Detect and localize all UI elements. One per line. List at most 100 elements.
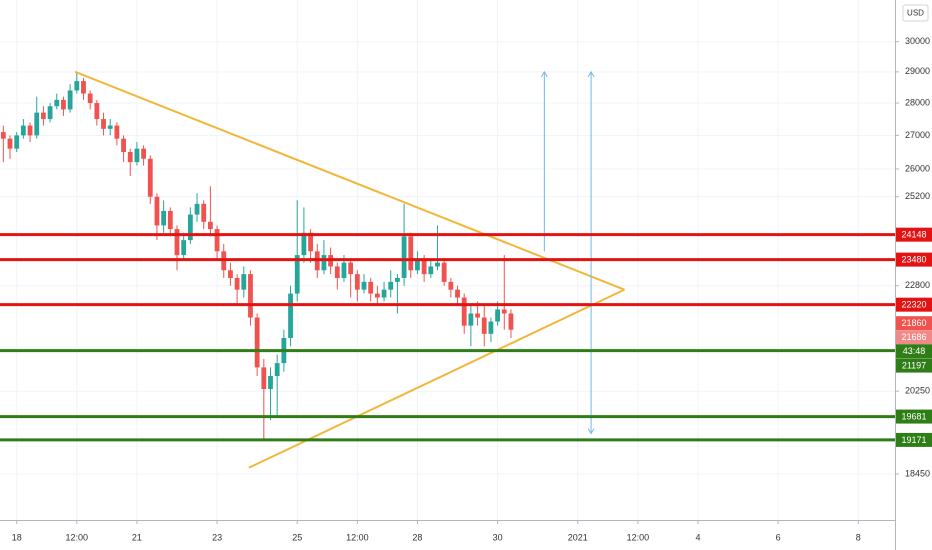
y-tick-label: 29000: [905, 66, 930, 76]
candle-body: [67, 90, 73, 110]
candle-body: [415, 258, 420, 271]
candle-body: [341, 262, 347, 278]
candle-body: [481, 317, 487, 334]
level-label-box: [896, 227, 932, 242]
candle-body: [87, 93, 93, 104]
level-label-box: [896, 409, 932, 424]
candle-body: [167, 210, 173, 230]
level-label: 24148: [901, 230, 926, 240]
candle-body: [214, 229, 220, 252]
trendline: [74, 70, 625, 291]
y-tick-label: 28000: [905, 97, 930, 107]
candle-body: [475, 313, 480, 318]
x-tick-label: 12:00: [627, 532, 650, 542]
candle-body: [401, 236, 407, 278]
candle-body: [468, 313, 474, 326]
level-label: 19681: [901, 411, 926, 421]
currency: USD: [907, 9, 924, 18]
candle-body: [228, 270, 233, 278]
level-label: 23480: [901, 254, 926, 264]
candle-body: [194, 203, 200, 215]
candle-body: [47, 106, 53, 120]
level-label-box: [896, 432, 932, 447]
level-label-box: [896, 297, 932, 312]
candle-body: [294, 255, 300, 294]
candle-body: [141, 148, 147, 159]
candle-body: [455, 289, 460, 298]
currency-box: [902, 4, 929, 22]
candle-body: [508, 313, 514, 330]
x-tick-label: 28: [412, 532, 422, 542]
candle-body: [501, 309, 507, 314]
arrow-head: [587, 70, 595, 78]
candle-body: [241, 274, 247, 290]
candle-body: [20, 125, 26, 136]
x-tick-label: 12:00: [346, 532, 369, 542]
y-tick-label: 18450: [905, 468, 930, 478]
candle-body: [254, 317, 260, 368]
candle-body: [121, 138, 126, 153]
candle-body: [388, 281, 394, 290]
price-label: 21686: [901, 332, 926, 342]
price-label-box: [896, 330, 932, 345]
candle-body: [374, 293, 380, 298]
level-label: 19171: [901, 435, 926, 445]
candle-body: [181, 240, 187, 256]
x-tick-label: 4: [695, 532, 700, 542]
candle-body: [7, 138, 13, 149]
candle-body: [428, 266, 434, 275]
candle-body: [361, 281, 367, 290]
candle-body: [94, 103, 100, 120]
candle-body: [127, 152, 133, 163]
candle-body: [27, 125, 33, 136]
x-tick-label: 18: [12, 532, 22, 542]
countdown-box: [896, 344, 932, 359]
candle-body: [268, 375, 273, 390]
y-tick-label: 30000: [905, 36, 930, 46]
arrow-head: [540, 70, 548, 78]
candle-body: [288, 293, 293, 338]
x-tick-label: 12:00: [66, 532, 89, 542]
y-tick-label: 25200: [905, 191, 930, 201]
candle-body: [395, 277, 400, 282]
plot: [0, 70, 895, 469]
candle-body: [261, 367, 267, 390]
candle-body: [147, 158, 153, 197]
candle-body: [368, 281, 374, 294]
level-label-box: [896, 358, 932, 373]
x-tick-label: 23: [212, 532, 222, 542]
candle-body: [134, 148, 140, 163]
candle-body: [354, 274, 360, 290]
x-tick-label: 21: [132, 532, 142, 542]
candle-body: [114, 125, 120, 139]
candle-body: [61, 99, 66, 110]
candle-body: [448, 281, 454, 290]
candle-body: [441, 262, 447, 282]
candle-body: [488, 321, 494, 334]
candle-body: [248, 274, 253, 318]
candle-body: [421, 258, 427, 275]
candle-body: [161, 210, 167, 226]
countdown: 43:48: [903, 346, 926, 356]
y-tick-label: 27000: [905, 130, 930, 140]
price-label-box: [896, 316, 932, 331]
candle-body: [495, 309, 500, 322]
candle-body: [381, 289, 387, 298]
candle-body: [274, 363, 280, 376]
candle-body: [461, 297, 467, 326]
arrow-head: [587, 428, 595, 435]
candle-body: [154, 196, 160, 226]
x-tick-label: 8: [856, 532, 861, 542]
trendline: [248, 288, 625, 469]
price-label: 21860: [901, 318, 926, 328]
level-label: 22320: [901, 300, 926, 310]
candle-body: [201, 203, 207, 222]
level-label: 21197: [902, 360, 926, 370]
candle-body: [408, 236, 414, 271]
candle-body: [14, 135, 20, 149]
candle-body: [41, 112, 46, 120]
candle-body: [174, 229, 180, 256]
y-tick-label: 26000: [905, 163, 930, 173]
